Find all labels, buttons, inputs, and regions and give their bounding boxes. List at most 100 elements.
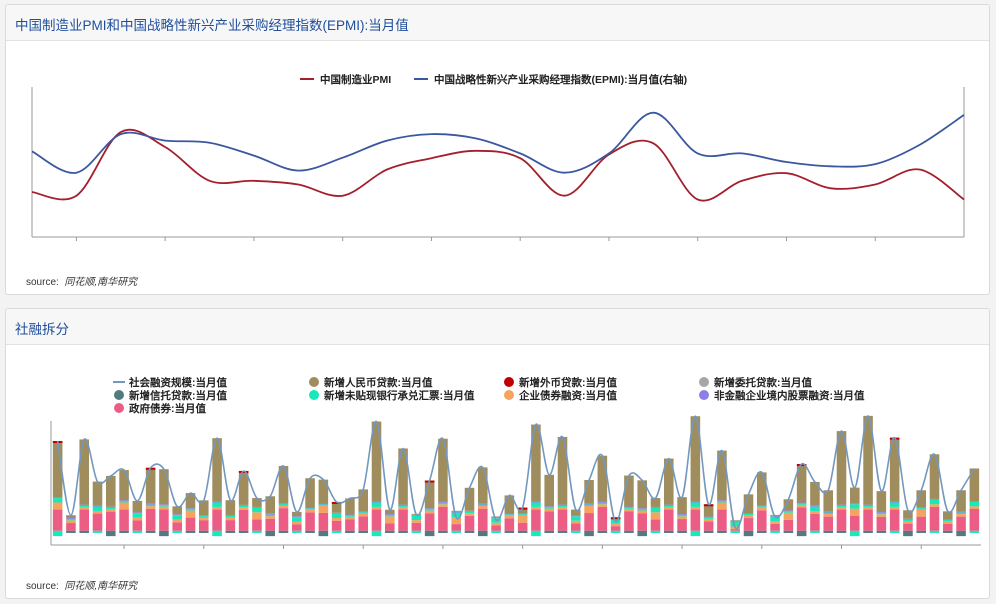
bar-segment xyxy=(52,498,63,503)
bar-segment xyxy=(305,512,315,531)
bar-segment xyxy=(730,520,740,522)
bar-negative-segment xyxy=(889,530,900,533)
bar-segment xyxy=(292,511,302,517)
bar-segment xyxy=(358,516,368,531)
bar-segment xyxy=(916,507,926,509)
bar-segment xyxy=(185,510,196,518)
bar-segment xyxy=(770,521,780,524)
bar-segment xyxy=(451,511,461,513)
bar-segment xyxy=(185,517,196,531)
bar-segment xyxy=(770,516,780,522)
bar-segment xyxy=(571,516,581,521)
bar-segment xyxy=(132,500,143,513)
bar-segment xyxy=(903,520,913,524)
series-line-1 xyxy=(31,128,965,202)
legend-label-1: 社会融资规模:当月值 xyxy=(128,376,227,389)
bar-negative-segment xyxy=(916,530,926,533)
bar-segment xyxy=(903,519,913,521)
bar-segment xyxy=(664,509,674,531)
bar-negative-segment xyxy=(610,530,621,533)
bar-negative-segment xyxy=(743,530,754,537)
bar-segment xyxy=(863,415,873,505)
bar-segment xyxy=(650,507,661,513)
bar-segment xyxy=(278,505,289,509)
bar-segment xyxy=(212,509,222,531)
bar-segment xyxy=(159,506,169,510)
bar-segment xyxy=(783,519,794,531)
bar-negative-segment xyxy=(238,530,249,533)
bar-segment xyxy=(863,509,873,531)
bar-negative-segment xyxy=(876,530,887,533)
bar-segment xyxy=(451,517,461,525)
bar-negative-segment xyxy=(637,530,647,537)
bar-segment xyxy=(265,518,275,531)
bar-segment xyxy=(225,517,236,521)
bar-negative-segment xyxy=(172,530,182,533)
bar-segment xyxy=(318,503,329,505)
bar-segment xyxy=(119,501,129,503)
bar-negative-segment xyxy=(850,530,860,537)
legend-swatch-6 xyxy=(309,390,319,400)
social-financing-title: 社融拆分 xyxy=(15,322,69,337)
bar-segment xyxy=(438,502,448,505)
bar-segment xyxy=(863,504,873,506)
bar-segment xyxy=(79,509,89,531)
bar-segment xyxy=(79,506,89,510)
bar-segment xyxy=(876,514,887,517)
bar-segment xyxy=(664,504,674,506)
bar-segment xyxy=(863,505,873,507)
bar-negative-segment xyxy=(517,530,528,533)
bar-segment xyxy=(464,487,475,511)
bar-segment xyxy=(677,514,687,517)
bar-segment xyxy=(624,475,634,507)
bar-segment xyxy=(517,513,528,515)
bar-negative-segment xyxy=(796,530,807,537)
bar-segment xyxy=(92,510,103,514)
bar-segment xyxy=(703,516,714,518)
bar-segment xyxy=(199,515,209,517)
bar-segment xyxy=(743,515,754,519)
bar-negative-segment xyxy=(823,530,833,533)
bar-segment xyxy=(212,502,222,507)
bar-segment xyxy=(66,515,76,519)
bar-segment xyxy=(969,501,980,507)
bar-negative-segment xyxy=(132,530,143,533)
bar-segment xyxy=(225,500,236,516)
bar-segment xyxy=(345,515,355,517)
legend-swatch-5 xyxy=(114,390,124,400)
bar-segment xyxy=(810,513,820,531)
bar-segment xyxy=(584,505,594,514)
bar-segment xyxy=(943,519,953,522)
bar-negative-segment xyxy=(438,530,448,533)
bar-negative-segment xyxy=(531,530,541,537)
bar-segment xyxy=(265,516,275,519)
bar-segment xyxy=(424,510,435,514)
bar-segment xyxy=(717,501,727,503)
pmi-panel-title: 中国制造业PMI和中国战略性新兴产业采购经理指数(EPMI):当月值 xyxy=(15,18,409,33)
bar-negative-segment xyxy=(929,530,940,533)
bar-segment xyxy=(265,496,275,514)
bar-segment xyxy=(145,506,156,509)
bar-segment xyxy=(292,521,302,525)
bar-segment xyxy=(358,512,368,514)
bar-segment xyxy=(79,504,89,506)
legend-label-2: 新增人民币贷款:当月值 xyxy=(324,376,433,389)
bar-segment xyxy=(703,504,714,517)
sf-source-label: source: xyxy=(26,581,59,592)
bar-segment xyxy=(451,512,461,518)
bar-segment xyxy=(544,507,554,509)
bar-segment xyxy=(185,508,196,510)
bar-segment xyxy=(677,519,687,531)
bar-segment xyxy=(385,509,395,515)
legend-label-9: 政府债券:当月值 xyxy=(129,402,206,415)
bar-segment xyxy=(690,509,701,531)
bar-segment xyxy=(850,487,860,504)
bar-segment xyxy=(850,508,860,516)
bar-segment xyxy=(424,508,435,510)
bar-segment xyxy=(92,481,103,506)
bar-segment xyxy=(597,501,608,503)
bar-segment xyxy=(717,500,727,502)
bar-segment xyxy=(478,503,488,505)
bar-segment xyxy=(916,490,926,508)
bar-segment xyxy=(916,516,926,531)
